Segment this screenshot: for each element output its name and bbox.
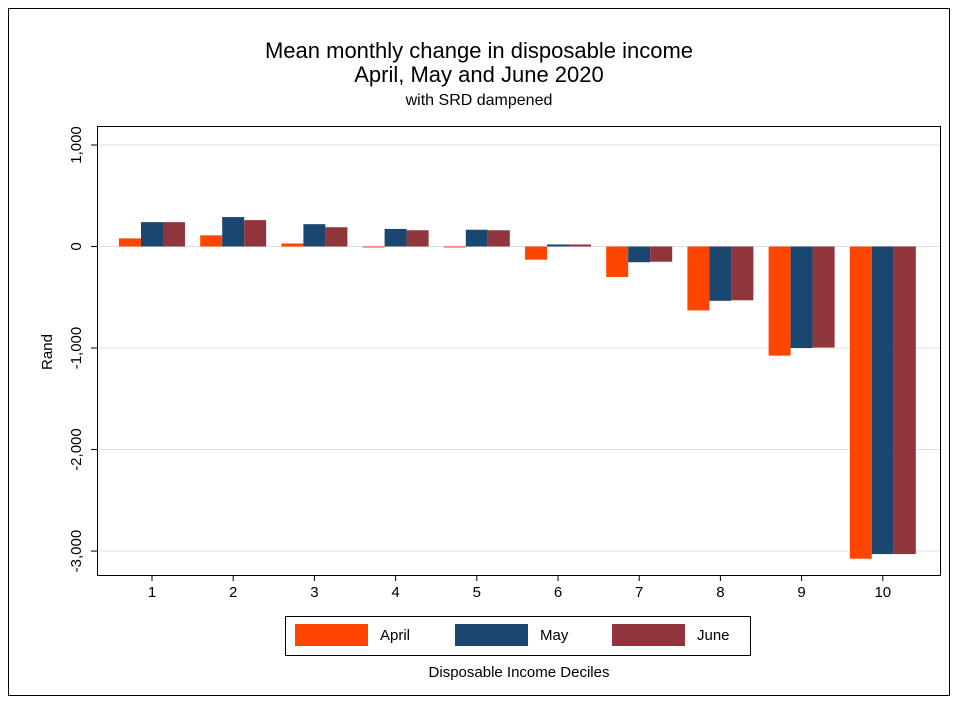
bar <box>465 229 488 247</box>
bar <box>362 246 385 248</box>
bar <box>849 246 872 559</box>
y-tick-label: 0 <box>68 242 85 250</box>
bar <box>325 227 348 247</box>
x-tick-label: 7 <box>635 584 643 601</box>
bar <box>200 235 223 247</box>
legend-label: May <box>540 627 569 644</box>
chart-title: Mean monthly change in disposable income <box>265 38 693 63</box>
bar <box>525 246 547 260</box>
bar <box>790 246 813 349</box>
bar <box>281 243 304 247</box>
plot-border <box>97 126 941 576</box>
x-tick-label: 3 <box>310 584 318 601</box>
bar <box>222 217 245 247</box>
bar <box>871 246 894 555</box>
y-axis-title: Rand <box>39 334 56 370</box>
legend-label: June <box>697 627 730 644</box>
bar <box>163 222 185 247</box>
bar <box>606 246 629 277</box>
chart-title-line2: April, May and June 2020 <box>354 62 604 87</box>
x-tick-label: 6 <box>554 584 562 601</box>
legend-label: April <box>380 627 410 644</box>
x-axis-title: Disposable Income Deciles <box>429 664 610 681</box>
bar <box>384 228 407 247</box>
x-tick-label: 1 <box>148 584 156 601</box>
y-tick-label: -1,000 <box>68 327 85 370</box>
x-tick-label: 5 <box>473 584 481 601</box>
legend-swatch <box>295 624 368 646</box>
x-tick-label: 8 <box>716 584 724 601</box>
chart-border <box>8 8 950 696</box>
bar <box>687 246 710 311</box>
x-tick-label: 2 <box>229 584 237 601</box>
bar <box>709 246 732 301</box>
bar <box>487 230 510 247</box>
bar <box>768 246 791 356</box>
x-tick-label: 9 <box>797 584 805 601</box>
bar <box>406 230 429 247</box>
x-tick-label: 10 <box>874 584 891 601</box>
y-tick-label: -2,000 <box>68 428 85 471</box>
bar <box>141 222 163 247</box>
legend-swatch <box>612 624 685 646</box>
legend-swatch <box>455 624 528 646</box>
bar <box>569 244 591 247</box>
bar <box>244 220 267 247</box>
x-tick-label: 4 <box>391 584 399 601</box>
bar <box>303 224 326 247</box>
bar <box>812 246 835 348</box>
y-tick-label: -3,000 <box>68 530 85 573</box>
bar <box>443 246 466 248</box>
bar <box>628 246 651 263</box>
bar <box>650 246 673 262</box>
bar <box>893 246 916 555</box>
bar <box>547 244 569 247</box>
y-tick-label: 1,000 <box>68 126 85 164</box>
plot-area: -3,000 -2,000 -1,000 0 1,000 1 2 3 4 5 6 7 8 9 10 <box>68 126 940 601</box>
bar <box>119 238 141 247</box>
bar <box>731 246 754 301</box>
chart-subtitle: with SRD dampened <box>405 92 553 109</box>
